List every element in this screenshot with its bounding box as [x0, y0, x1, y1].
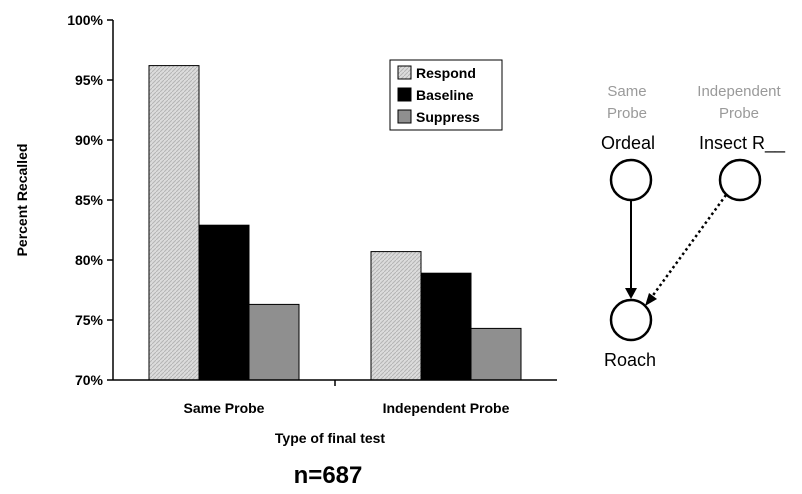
y-tick-label: 100% [67, 12, 103, 28]
y-tick-label: 95% [75, 72, 104, 88]
bars-layer [148, 65, 522, 381]
x-axis-title: Type of final test [275, 430, 386, 446]
node-label-ordeal: Ordeal [601, 133, 655, 153]
probe-diagram: Same Probe Independent Probe Ordeal Inse… [601, 83, 786, 370]
y-tick-label: 80% [75, 252, 104, 268]
solid-arrow-head [625, 288, 637, 299]
legend-label-suppress: Suppress [416, 109, 480, 125]
legend-swatch-suppress [397, 109, 412, 124]
node-label-insect: Insect R__ [699, 133, 786, 154]
bar-baseline-same-probe [198, 224, 250, 381]
legend-label-respond: Respond [416, 65, 476, 81]
legend-swatch-baseline [397, 87, 412, 102]
bar-baseline-independent-probe [420, 272, 472, 381]
y-tick-label: 90% [75, 132, 104, 148]
bar-respond-same-probe [148, 65, 200, 381]
dotted-arrow-line [649, 194, 728, 299]
node-circle-insect [718, 158, 762, 202]
same-probe-label-line1: Same [607, 83, 646, 100]
node-label-roach: Roach [604, 350, 656, 370]
y-ticks-layer: 70% 75% 80% 85% 90% 95% 100% [67, 12, 113, 388]
independent-probe-label-line1: Independent [697, 83, 781, 100]
bar-suppress-same-probe [248, 303, 300, 381]
bar-respond-independent-probe [370, 251, 422, 381]
legend: Respond Baseline Suppress [389, 59, 503, 131]
y-tick-label: 70% [75, 372, 104, 388]
x-tick-label-same-probe: Same Probe [184, 400, 265, 416]
node-circle-ordeal [609, 158, 653, 202]
y-tick-label: 85% [75, 192, 104, 208]
legend-swatch-respond [397, 65, 412, 80]
bar-suppress-independent-probe [470, 327, 522, 381]
legend-label-baseline: Baseline [416, 87, 474, 103]
x-tick-label-independent-probe: Independent Probe [383, 400, 510, 416]
dotted-arrow-head [645, 293, 657, 306]
sample-size-note: n=687 [294, 462, 363, 489]
node-circle-roach [609, 298, 653, 342]
y-axis-title: Percent Recalled [14, 144, 30, 257]
independent-probe-label-line2: Probe [719, 105, 759, 122]
y-tick-label: 75% [75, 312, 104, 328]
same-probe-label-line2: Probe [607, 105, 647, 122]
